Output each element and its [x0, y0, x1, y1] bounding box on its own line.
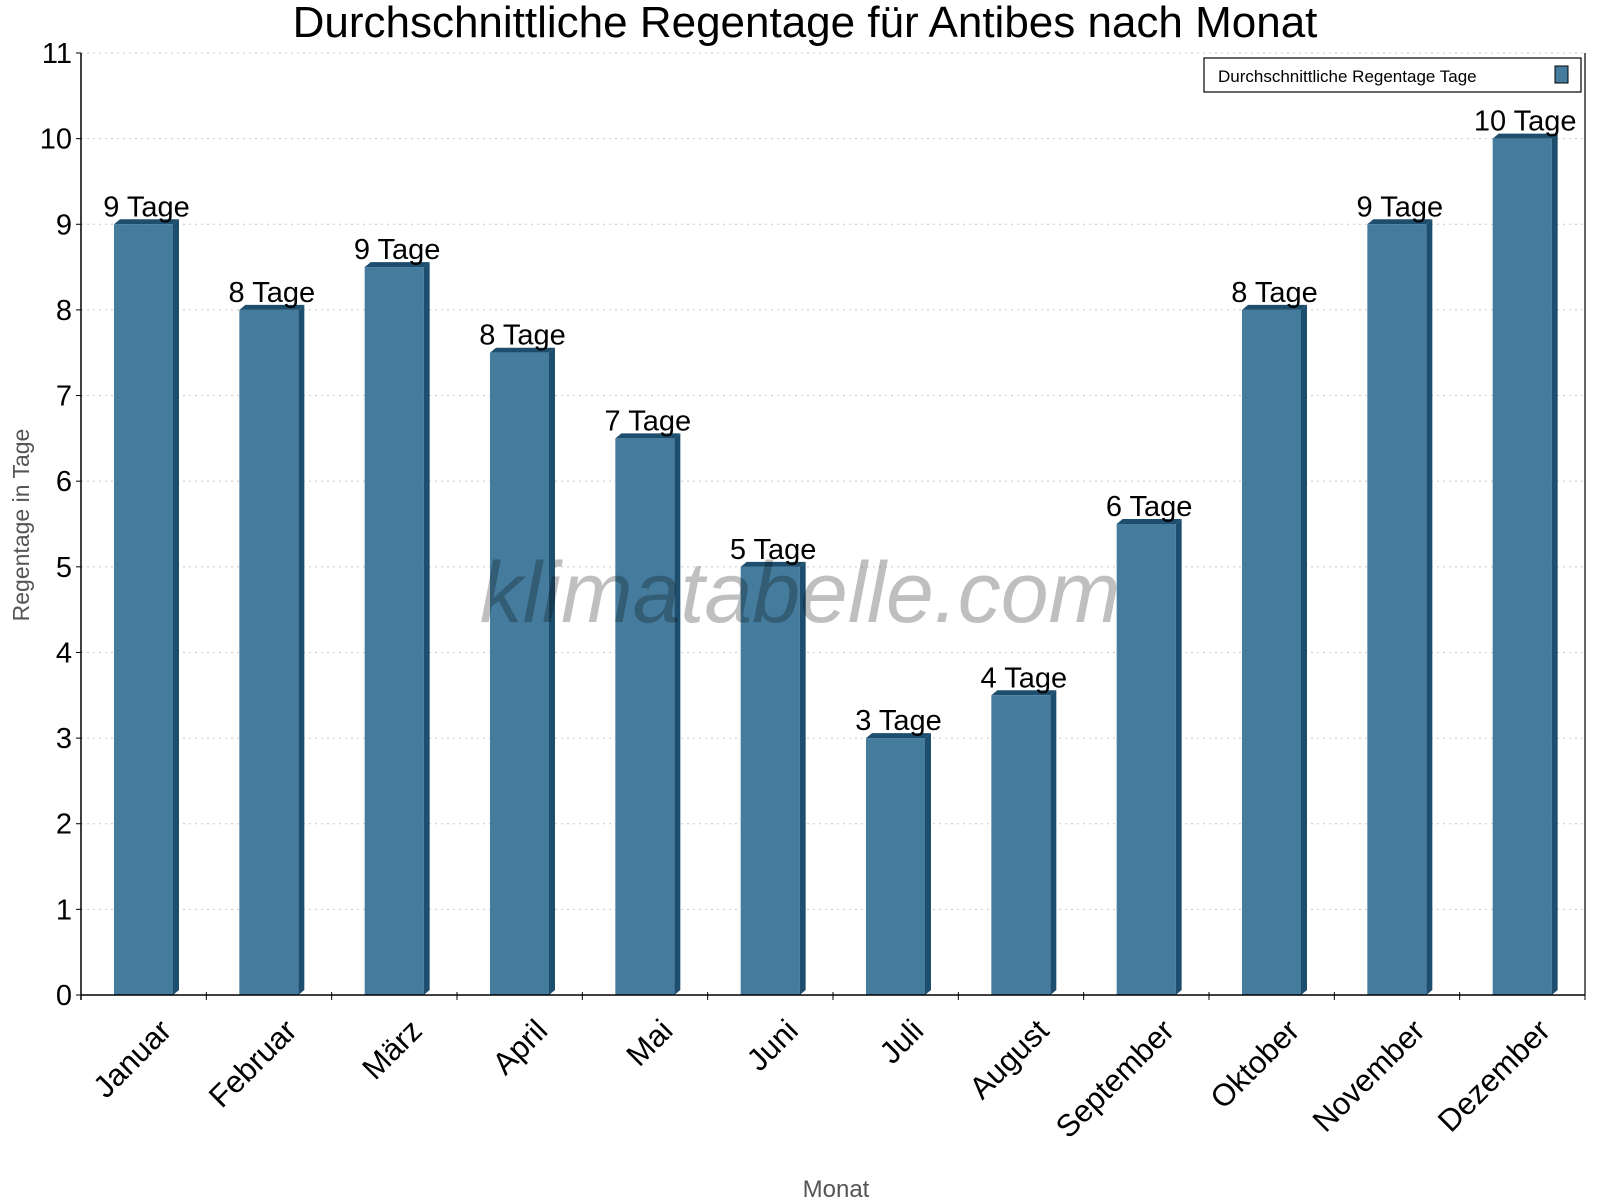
- bar-side: [674, 433, 681, 995]
- legend-swatch: [1554, 65, 1569, 84]
- x-tick-label: Dezember: [1431, 1013, 1557, 1139]
- bar-side: [1551, 133, 1558, 996]
- y-tick-label: 8: [56, 295, 72, 327]
- y-axis-label: Regentage in Tage: [8, 429, 34, 622]
- data-label: 3 Tage: [855, 705, 942, 737]
- y-tick-label: 6: [56, 466, 72, 498]
- x-tick-label: Januar: [86, 1013, 178, 1105]
- data-label: 10 Tage: [1474, 106, 1577, 138]
- data-label: 9 Tage: [354, 234, 441, 266]
- bar-Januar: [114, 224, 173, 996]
- bar-Juli: [866, 738, 925, 995]
- x-tick-label: Juli: [873, 1013, 931, 1071]
- bar-April: [490, 352, 549, 995]
- bar-top: [364, 262, 430, 268]
- bar-side: [925, 733, 931, 995]
- bar-side: [1301, 304, 1307, 996]
- bar-top: [615, 433, 681, 439]
- bar-November: [1367, 224, 1427, 996]
- chart-title: Durchschnittliche Regentage für Antibes …: [293, 0, 1318, 47]
- x-tick-label: Oktober: [1203, 1013, 1306, 1116]
- x-tick-label: August: [963, 1012, 1056, 1105]
- gridlines: [81, 52, 1585, 910]
- y-tick-label: 9: [56, 209, 72, 241]
- bar-Februar: [239, 309, 299, 996]
- y-tick-label: 5: [56, 552, 72, 584]
- y-tick-label: 3: [56, 723, 72, 755]
- x-tick-label: Juni: [740, 1013, 805, 1078]
- bar-top: [239, 304, 305, 310]
- y-tick-label: 7: [56, 381, 72, 413]
- bar-top: [1116, 519, 1182, 524]
- data-label: 8 Tage: [479, 320, 566, 352]
- y-tick-label: 10: [40, 124, 72, 156]
- y-tick-label: 0: [56, 980, 72, 1012]
- bar-side: [1050, 690, 1057, 995]
- bar-top: [490, 347, 555, 353]
- y-tick-label: 4: [56, 637, 72, 669]
- bar-side: [549, 347, 555, 995]
- y-tick-label: 11: [42, 38, 72, 70]
- data-label: 8 Tage: [229, 277, 316, 309]
- data-label: 9 Tage: [103, 191, 190, 223]
- bar-side: [799, 561, 806, 995]
- x-tick-label: Mai: [619, 1013, 679, 1073]
- bar-side: [423, 262, 430, 995]
- bar-August: [991, 695, 1051, 995]
- bar-top: [991, 690, 1057, 696]
- bar-top: [740, 561, 806, 567]
- bars: [114, 133, 1558, 996]
- x-tick-label: September: [1049, 1013, 1181, 1145]
- y-tick-label: 2: [56, 809, 72, 841]
- bar-September: [1116, 524, 1176, 995]
- bar-top: [866, 733, 931, 739]
- bar-top: [114, 219, 179, 225]
- data-label: 6 Tage: [1106, 491, 1193, 523]
- bar-side: [298, 304, 305, 996]
- bar-side: [1426, 219, 1433, 996]
- bar-März: [364, 267, 424, 995]
- bar-Mai: [615, 438, 675, 995]
- legend: Durchschnittliche Regentage Tage: [1203, 57, 1582, 93]
- data-labels: 9 Tage 8 Tage 9 Tage 8 Tage 7 Tage 5 Tage 3 Ta…: [103, 106, 1576, 737]
- x-tick-label: November: [1306, 1013, 1432, 1139]
- data-label: 5 Tage: [730, 534, 817, 566]
- x-tick-label: März: [355, 1013, 428, 1086]
- legend-label: Durchschnittliche Regentage Tage: [1218, 67, 1477, 86]
- data-label: 8 Tage: [1231, 277, 1318, 309]
- x-axis-label: Monat: [803, 1176, 870, 1200]
- watermark: klimatabelle.com: [480, 545, 1120, 641]
- data-label: 4 Tage: [981, 662, 1068, 694]
- bar-Juni: [740, 566, 800, 995]
- bar-top: [1492, 133, 1558, 139]
- data-label: 9 Tage: [1357, 191, 1444, 223]
- x-tick-label: April: [486, 1013, 555, 1082]
- bar-top: [1367, 219, 1433, 225]
- x-tick-label: Februar: [202, 1013, 304, 1115]
- data-label: 7 Tage: [605, 405, 692, 437]
- y-tick-label: 1: [56, 894, 72, 926]
- bar-top: [1242, 304, 1307, 310]
- bar-Dezember: [1492, 138, 1552, 996]
- bar-side: [173, 219, 179, 996]
- bar-side: [1175, 519, 1182, 995]
- bar-Oktober: [1242, 309, 1301, 996]
- legend-box: [1203, 57, 1582, 93]
